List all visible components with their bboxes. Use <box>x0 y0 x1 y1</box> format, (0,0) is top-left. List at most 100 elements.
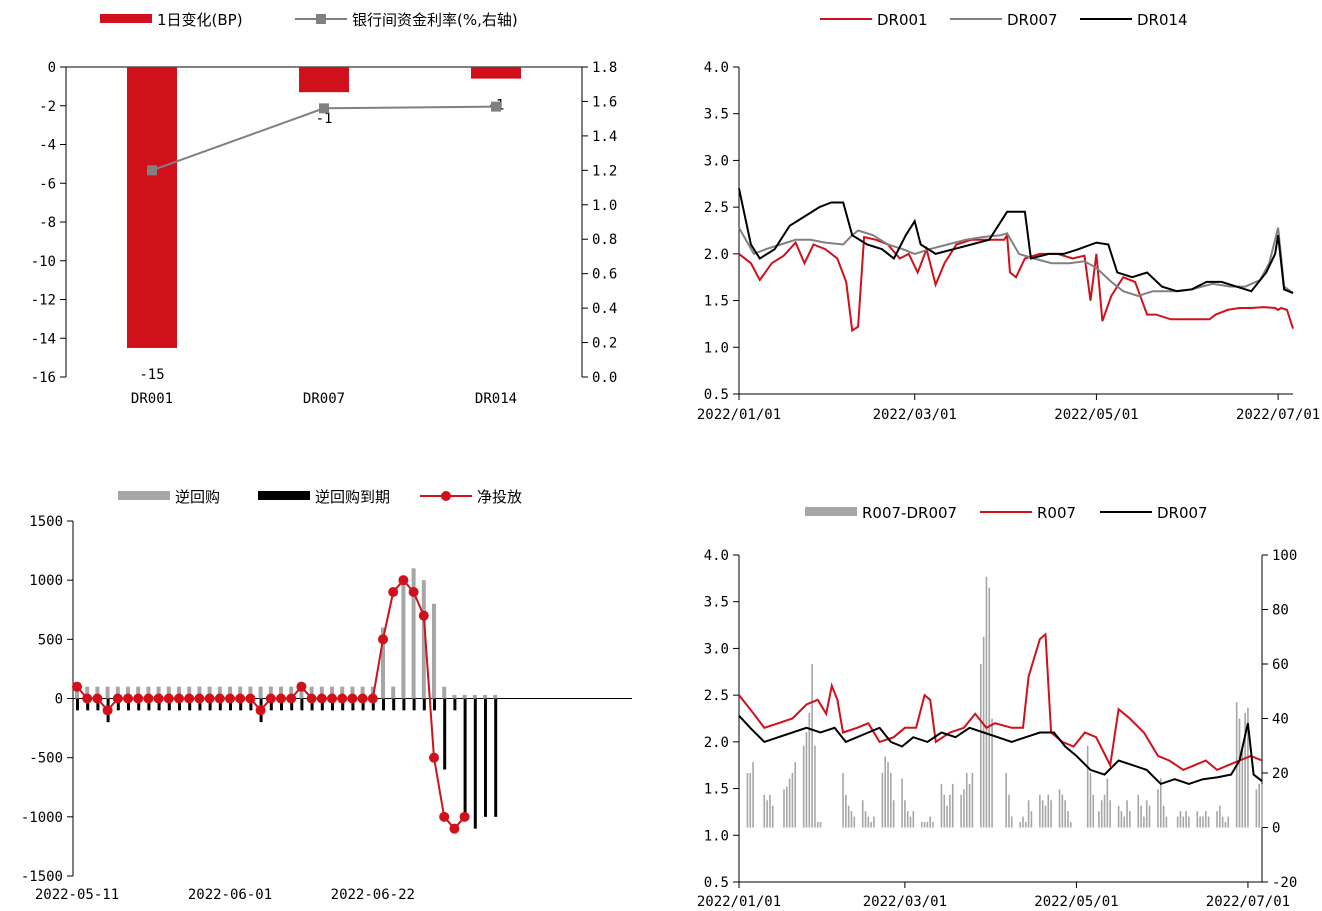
c3-legend-marker <box>441 491 451 501</box>
c4-spread-bar <box>1199 816 1201 828</box>
c1-legend-marker <box>316 14 326 24</box>
c1-x-tick-label: DR001 <box>131 391 173 407</box>
c3-bar-maturity <box>178 698 181 711</box>
c4-spread-bar <box>951 783 954 828</box>
c3-net-marker <box>204 693 215 704</box>
c2-y-tick-label: 2.0 <box>704 247 729 263</box>
c1-y2-tick-label: 1.8 <box>592 60 617 76</box>
c4-spread-bar <box>805 732 808 828</box>
c4-x-tick-label: 2022/07/01 <box>1206 894 1290 910</box>
c3-bar-maturity <box>127 698 130 711</box>
c1-y-tick-label: -6 <box>39 176 56 192</box>
c4-spread-bar <box>1050 800 1052 828</box>
c4-spread-bar <box>1109 800 1111 828</box>
c3-x-tick-label: 2022-06-22 <box>331 887 415 903</box>
c4-x-tick-label: 2022/01/01 <box>697 894 781 910</box>
c3-net-marker <box>378 634 388 645</box>
c3-bar-reverse-repo <box>411 568 416 699</box>
c4-spread-bar <box>1010 816 1013 828</box>
c4-y-tick-label: 4.0 <box>704 548 729 564</box>
c4-spread-bar <box>1244 713 1246 828</box>
c3-bar-maturity <box>188 698 192 711</box>
c3-net-marker <box>327 693 337 704</box>
c2-x-tick-label: 2022/05/01 <box>1054 407 1138 423</box>
c4-spread-bar <box>991 718 993 828</box>
c4-spread-bar <box>861 800 864 828</box>
c4-y-tick-label: 3.0 <box>704 641 729 657</box>
c4-spread-bar <box>1224 822 1227 828</box>
c4-spread-bar <box>890 773 892 828</box>
c3-bar-reverse-repo <box>432 603 436 699</box>
c3-bar-maturity <box>208 698 212 711</box>
c4-spread-bar <box>940 783 943 828</box>
c4-spread-bar <box>1086 745 1089 828</box>
c4-spread-bar <box>926 822 929 828</box>
c3-net-marker <box>367 693 378 704</box>
c4-y-tick-label: 2.0 <box>704 735 729 751</box>
c4-spread-bar <box>1221 816 1224 828</box>
c4-spread-bar <box>1025 822 1027 828</box>
c4-spread-bar <box>906 811 909 828</box>
c4-spread-bar <box>1258 783 1260 828</box>
c3-net-marker <box>255 705 266 716</box>
c4-spread-bar <box>1143 816 1145 828</box>
c3-bar-reverse-repo <box>360 686 365 699</box>
chart-dr-rates: 4.0 3.5 3.0 2.5 2.0 1.5 1.0 0.5 2022/01/01 2022/0… <box>697 11 1320 423</box>
c3-net-marker <box>459 811 470 822</box>
c4-y2-tick-label: 40 <box>1272 712 1289 728</box>
c4-y2-tick-label: 20 <box>1272 766 1289 782</box>
c4-spread-bar <box>786 786 788 828</box>
c4-spread-bar <box>884 756 887 828</box>
c4-spread-bar <box>842 773 844 828</box>
c3-bar-reverse-repo <box>238 686 243 699</box>
c4-spread-bar <box>1089 773 1092 828</box>
c3-net-marker <box>388 587 399 597</box>
c3-y-tick-label: -1000 <box>21 810 63 826</box>
c4-spread-bar <box>1106 778 1109 828</box>
c4-spread-bar <box>1098 811 1100 828</box>
c3-bar-reverse-repo <box>330 686 334 699</box>
c4-spread-bar <box>1126 800 1128 828</box>
c4-spread-bar <box>791 773 794 828</box>
c3-bar-maturity <box>392 698 396 711</box>
c4-spread-bar <box>1238 718 1241 828</box>
c4-spread-bar <box>960 794 962 828</box>
c3-bar-reverse-repo <box>340 686 345 699</box>
c3-bar-reverse-repo <box>258 686 263 699</box>
c3-bar-maturity <box>147 698 151 711</box>
c4-y-tick-label: 1.5 <box>704 782 729 798</box>
c3-bar-reverse-repo <box>421 580 426 699</box>
c4-spread-bar <box>1219 805 1221 828</box>
c4-spread-bar <box>845 794 847 828</box>
c4-spread-bar <box>1061 794 1064 828</box>
c1-y2-tick-label: 0.2 <box>592 336 617 352</box>
c1-line-marker <box>147 165 157 176</box>
c4-spread-bar <box>873 816 875 828</box>
c4-spread-bar <box>1247 707 1249 828</box>
c4-spread-bar <box>1185 811 1187 828</box>
c1-x-tick-label: DR014 <box>475 391 517 407</box>
c3-net-marker <box>337 693 348 704</box>
c3-bar-reverse-repo <box>381 627 385 699</box>
c4-spread-bar <box>864 811 867 828</box>
c4-spread-bar <box>1202 816 1204 828</box>
c4-spread-bar <box>1005 773 1007 828</box>
c4-spread-bar <box>1261 783 1263 828</box>
c1-x-tick-label: DR007 <box>303 391 345 407</box>
c3-bar-reverse-repo <box>462 694 467 699</box>
c4-spread-bar <box>968 783 971 828</box>
c1-y-tick-label: 0 <box>48 60 56 76</box>
c4-spread-bar <box>923 822 926 828</box>
c4-spread-bar <box>1117 805 1120 828</box>
c4-spread-bar <box>988 587 991 828</box>
c2-x-tick-label: 2022/03/01 <box>873 407 957 423</box>
c4-spread-bar <box>1255 789 1258 828</box>
c1-y2-tick-label: 0.8 <box>592 232 617 248</box>
c3-net-marker <box>92 693 103 704</box>
c4-spread-bar <box>1196 811 1199 828</box>
c4-spread-bar <box>943 794 946 828</box>
c3-bar-maturity <box>76 698 79 711</box>
c4-spread-bar <box>932 822 934 828</box>
c3-bar-maturity <box>167 698 171 711</box>
c3-bar-reverse-repo <box>115 686 120 699</box>
